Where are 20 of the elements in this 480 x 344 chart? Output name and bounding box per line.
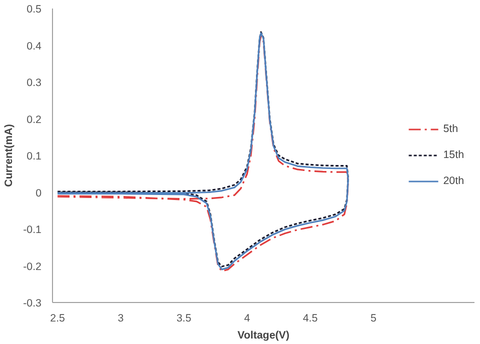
y-tick-label: -0.3	[23, 298, 42, 310]
x-tick-label: 4.5	[302, 312, 318, 324]
legend-label: 20th	[443, 175, 464, 187]
y-tick-label: 0	[36, 187, 42, 200]
x-tick-label: 4	[244, 312, 250, 324]
y-tick-label: -0.1	[23, 224, 42, 236]
y-tick-label: 0.2	[26, 114, 42, 126]
x-tick-label: 5	[370, 312, 376, 324]
y-tick-label: 0.4	[26, 40, 42, 52]
y-tick-label: 0.3	[26, 77, 42, 89]
y-axis-title: Current(mA)	[3, 124, 16, 187]
x-tick-label: 3.5	[176, 312, 192, 324]
legend-label: 15th	[443, 149, 464, 161]
x-tick-label: 2.5	[50, 312, 66, 324]
x-tick-label: 3	[118, 312, 124, 324]
x-axis-title: Voltage(V)	[238, 330, 290, 342]
legend-label: 5th	[443, 123, 460, 135]
y-tick-label: -0.2	[23, 260, 42, 273]
y-tick-label: 0.1	[26, 150, 42, 162]
y-tick-label: 0.5	[26, 4, 42, 16]
